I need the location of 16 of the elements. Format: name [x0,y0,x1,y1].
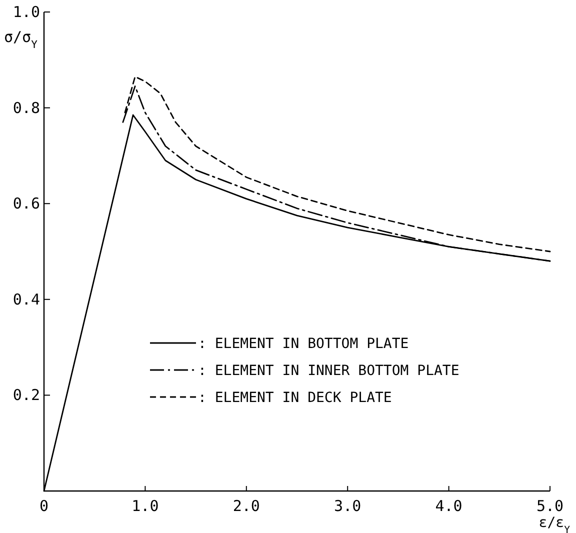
x-tick-label: 0 [39,497,49,515]
y-tick-label: 1.0 [12,3,40,21]
legend-label: : ELEMENT IN BOTTOM PLATE [198,336,409,352]
x-tick-label: 4.0 [435,497,462,515]
y-tick-label: 0.4 [12,290,40,308]
legend-label: : ELEMENT IN DECK PLATE [198,390,392,406]
legend-label: : ELEMENT IN INNER BOTTOM PLATE [198,363,460,379]
x-tick-label: 1.0 [132,497,159,515]
y-tick-label: 0.2 [12,386,40,404]
y-axis-title: σ/σ$_{Y}$ [4,28,38,51]
y-tick-label: 0.8 [12,98,40,117]
x-tick-label: 3.0 [334,497,362,515]
x-tick-label: 2.0 [232,497,260,515]
y-tick-label: 0.6 [12,194,40,213]
x-axis-title: ε/ε$_{Y}$ [538,515,570,533]
x-tick-label: 5.0 [536,497,564,515]
